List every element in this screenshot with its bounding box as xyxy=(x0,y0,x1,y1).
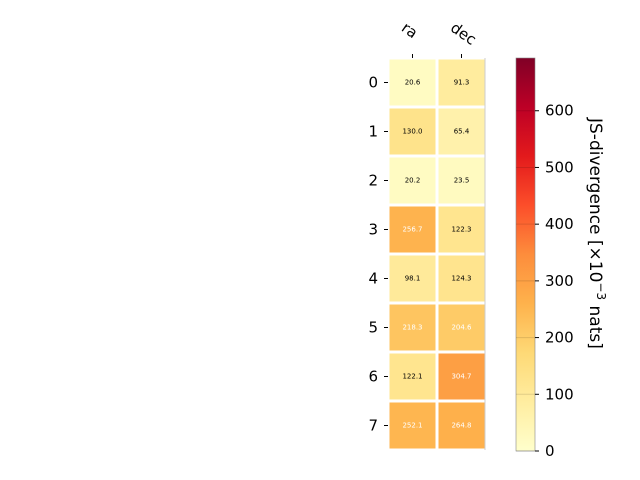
heatmap-cell xyxy=(438,157,485,204)
colorbar-ticks: 0 100 200 300 400 500 600 xyxy=(516,102,574,460)
cell-value-label: 98.1 xyxy=(405,275,421,283)
heatmap-cell xyxy=(389,304,436,351)
colorbar-label-tail: nats] xyxy=(585,300,605,349)
colorbar-gradient xyxy=(515,57,536,452)
cell-value-label: 256.7 xyxy=(402,226,422,234)
heatmap-cell xyxy=(438,255,485,302)
heatmap-cell xyxy=(389,108,436,155)
cell-value-label: 23.5 xyxy=(454,177,470,185)
colorbar-tick-label: 400 xyxy=(545,215,574,233)
cell-value-label: 122.3 xyxy=(451,226,471,234)
cell-value-label: 218.3 xyxy=(402,324,422,332)
row-tick-label: 3 xyxy=(368,221,378,239)
heatmap-cell xyxy=(389,255,436,302)
heatmap-cell xyxy=(389,157,436,204)
heatmap-cell xyxy=(389,353,436,400)
colorbar-label: JS-divergence [×10−3 nats] xyxy=(585,117,608,349)
colorbar-tick-label: 600 xyxy=(545,102,574,120)
cell-value-label: 91.3 xyxy=(454,79,470,87)
row-tick-label: 5 xyxy=(368,319,378,337)
row-tick-label: 4 xyxy=(368,270,378,288)
column-tick-label: dec xyxy=(447,19,479,49)
row-tick-label: 0 xyxy=(368,74,378,92)
heatmap-cell xyxy=(438,206,485,253)
colorbar-tick-label: 300 xyxy=(545,272,574,290)
row-tick-labels: 0 1 2 3 4 5 6 7 xyxy=(368,74,388,435)
heatmap-cell xyxy=(438,402,485,449)
heatmap-cell xyxy=(389,206,436,253)
cell-value-label: 124.3 xyxy=(451,275,471,283)
heatmap-cell xyxy=(438,304,485,351)
cell-value-label: 122.1 xyxy=(402,373,422,381)
cell-value-label: 20.6 xyxy=(405,79,421,87)
row-tick-label: 6 xyxy=(368,368,378,386)
heatmap-cell xyxy=(438,108,485,155)
colorbar-tick-label: 0 xyxy=(545,442,555,460)
row-tick-label: 7 xyxy=(368,417,378,435)
cell-value-label: 130.0 xyxy=(402,128,422,136)
heatmap-cell xyxy=(438,59,485,106)
colorbar-tick-label: 100 xyxy=(545,385,574,403)
heatmap-cell xyxy=(389,402,436,449)
cell-value-label: 65.4 xyxy=(454,128,470,136)
colorbar-tick-label: 500 xyxy=(545,158,574,176)
colorbar xyxy=(515,57,536,452)
heatmap-cells: 20.6 91.3 130.0 65.4 20.2 23.5 256.7 122.3 98.1 1… xyxy=(389,58,486,450)
heatmap-cell xyxy=(389,59,436,106)
row-tick-label: 2 xyxy=(368,172,378,190)
colorbar-label-exponent: −3 xyxy=(594,282,608,300)
cell-value-label: 252.1 xyxy=(402,422,422,430)
cell-value-label: 204.6 xyxy=(451,324,472,332)
column-tick-labels: ra dec xyxy=(398,19,480,58)
cell-value-label: 304.7 xyxy=(451,373,471,381)
heatmap-cell xyxy=(438,353,485,400)
colorbar-tick-label: 200 xyxy=(545,329,574,347)
cell-value-label: 264.8 xyxy=(451,422,471,430)
column-tick-label: ra xyxy=(398,19,421,43)
row-tick-label: 1 xyxy=(368,123,378,141)
cell-value-label: 20.2 xyxy=(405,177,421,185)
